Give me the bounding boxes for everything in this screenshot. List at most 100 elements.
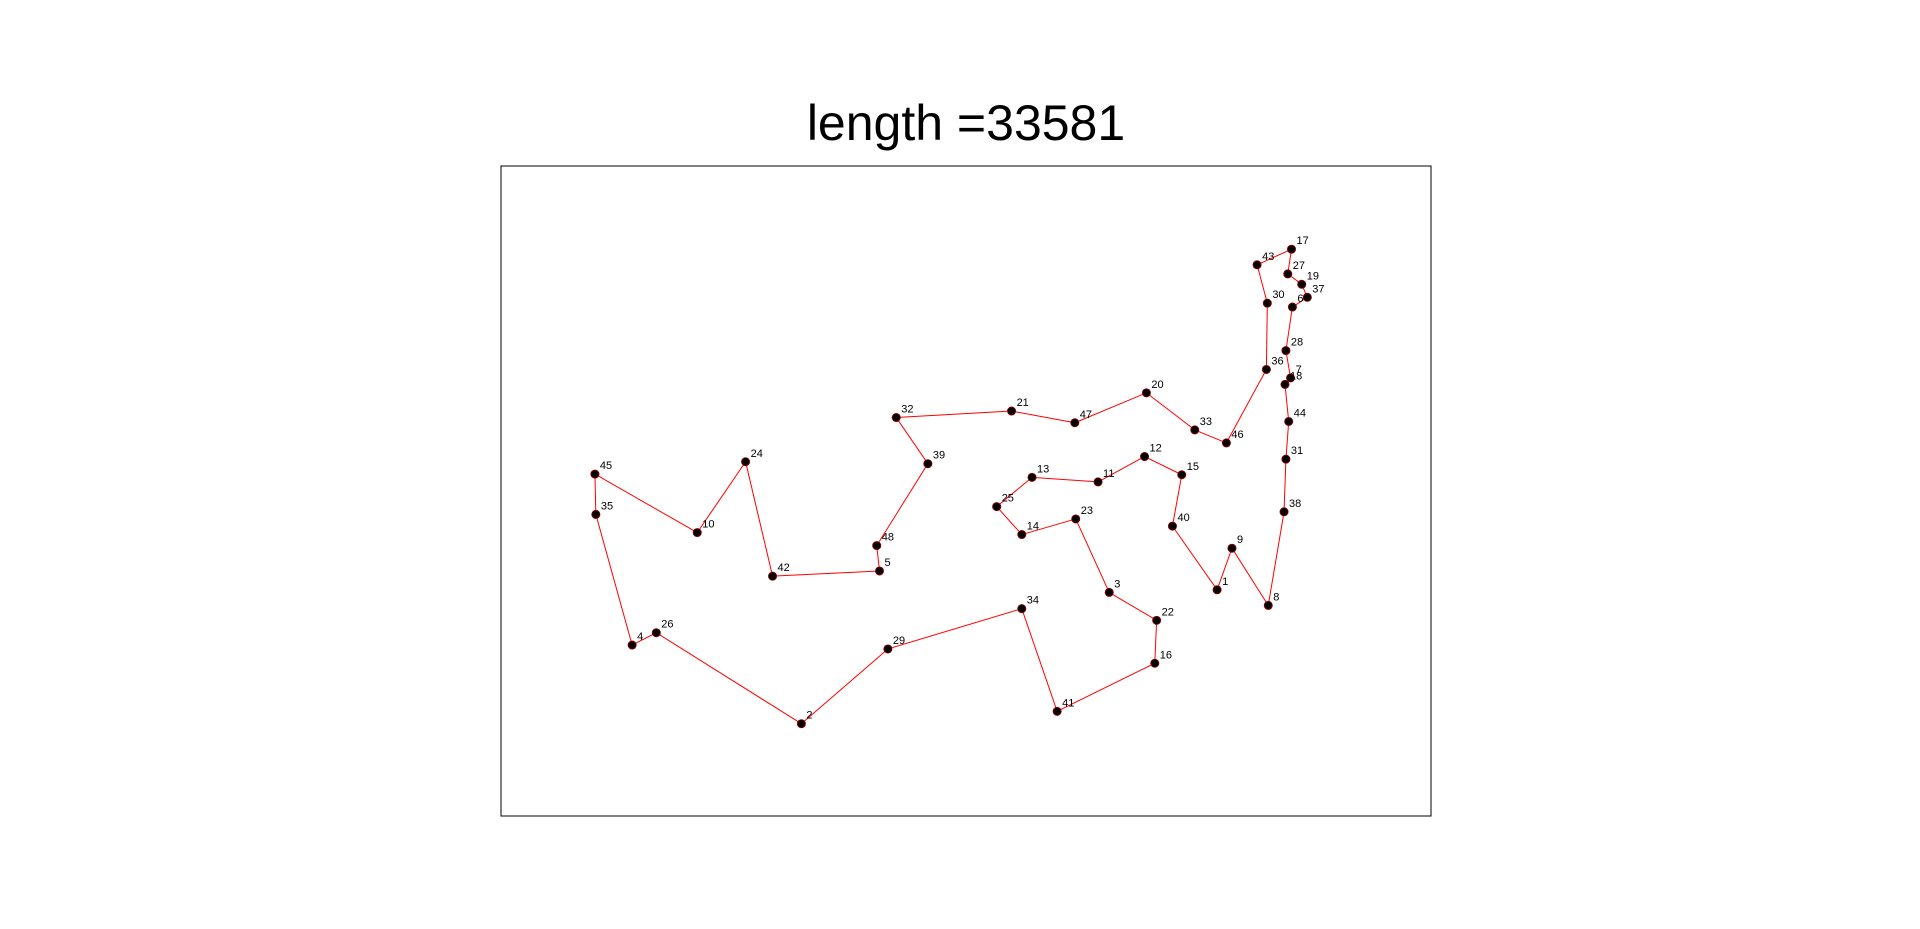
route-segment-35-4: [595, 514, 633, 646]
city-point-44: [1284, 416, 1294, 426]
city-point-28: [1281, 346, 1291, 356]
route-segment-9-8: [1231, 547, 1269, 606]
city-label-1: 1: [1222, 576, 1228, 588]
route-segment-33-20: [1146, 392, 1196, 431]
city-point-11: [1093, 477, 1103, 487]
city-label-23: 23: [1081, 505, 1093, 517]
city-label-20: 20: [1151, 379, 1163, 391]
route-segment-42-24: [745, 461, 774, 577]
city-point-22: [1152, 615, 1162, 625]
city-label-28: 28: [1291, 337, 1303, 349]
city-label-9: 9: [1237, 534, 1243, 546]
city-label-41: 41: [1062, 697, 1074, 709]
city-point-34: [1017, 604, 1027, 614]
city-label-37: 37: [1312, 283, 1324, 295]
city-label-13: 13: [1037, 463, 1049, 475]
city-label-10: 10: [702, 519, 714, 531]
route-segment-15-40: [1171, 474, 1183, 527]
plot-area: [500, 165, 1432, 817]
city-label-16: 16: [1160, 649, 1172, 661]
city-label-17: 17: [1297, 235, 1309, 247]
city-point-32: [891, 413, 901, 423]
city-label-43: 43: [1262, 251, 1274, 263]
city-label-15: 15: [1187, 461, 1199, 473]
route-segment-7-28: [1285, 350, 1292, 378]
city-label-8: 8: [1273, 591, 1279, 603]
city-point-41: [1052, 706, 1062, 716]
route-segment-30-36: [1265, 303, 1268, 370]
route-segment-38-31: [1283, 459, 1287, 512]
city-label-12: 12: [1150, 443, 1162, 455]
city-label-2: 2: [806, 710, 812, 722]
city-label-5: 5: [885, 557, 891, 569]
city-label-30: 30: [1272, 289, 1284, 301]
city-label-47: 47: [1080, 409, 1092, 421]
route-segment-32-39: [895, 417, 929, 464]
city-label-42: 42: [778, 562, 790, 574]
route-segment-44-18: [1284, 384, 1290, 422]
city-point-24: [741, 457, 751, 467]
city-point-16: [1150, 658, 1160, 668]
route-path: [594, 248, 1308, 725]
route-segment-34-41: [1021, 608, 1058, 712]
city-label-4: 4: [637, 631, 643, 643]
city-point-42: [768, 571, 778, 581]
city-point-26: [651, 628, 661, 638]
route-segment-24-10: [696, 461, 747, 533]
route-segment-26-2: [656, 632, 802, 725]
city-label-35: 35: [601, 500, 613, 512]
city-point-43: [1252, 260, 1262, 270]
city-point-27: [1283, 269, 1293, 279]
city-point-17: [1287, 244, 1296, 254]
city-labels: 1234567891011121314151617181920212223242…: [600, 235, 1325, 722]
city-label-40: 40: [1177, 512, 1189, 524]
city-label-36: 36: [1271, 355, 1283, 367]
city-label-6: 6: [1297, 293, 1303, 305]
city-label-3: 3: [1114, 578, 1120, 590]
city-label-32: 32: [901, 404, 913, 416]
city-markers: [590, 244, 1312, 729]
route-segment-43-30: [1256, 264, 1268, 304]
city-point-14: [1017, 530, 1027, 540]
city-label-21: 21: [1017, 397, 1029, 409]
city-point-48: [872, 541, 882, 551]
city-point-36: [1261, 364, 1271, 374]
route-segment-40-1: [1172, 525, 1218, 591]
city-label-26: 26: [661, 619, 673, 631]
city-point-35: [591, 509, 601, 519]
route-segment-46-33: [1194, 429, 1227, 444]
city-point-33: [1190, 425, 1200, 435]
route-segment-13-11: [1031, 476, 1099, 483]
route-segment-12-15: [1144, 456, 1182, 476]
city-label-31: 31: [1291, 445, 1303, 457]
city-point-45: [590, 469, 600, 479]
city-point-25: [992, 502, 1002, 512]
city-point-15: [1177, 470, 1187, 480]
city-point-10: [692, 528, 702, 538]
city-point-4: [627, 640, 637, 650]
city-point-23: [1071, 514, 1081, 524]
city-point-9: [1227, 543, 1237, 553]
city-point-18: [1280, 379, 1290, 389]
city-point-21: [1007, 406, 1017, 416]
route-segment-31-44: [1285, 421, 1290, 460]
route-segment-39-48: [876, 463, 929, 546]
city-label-27: 27: [1293, 260, 1305, 272]
city-label-7: 7: [1296, 364, 1302, 376]
route-segment-8-38: [1267, 511, 1285, 606]
route-segment-21-32: [896, 410, 1012, 419]
city-point-12: [1140, 452, 1150, 462]
route-segment-29-34: [887, 608, 1022, 650]
chart-title: length =33581: [807, 95, 1125, 151]
city-point-8: [1263, 600, 1273, 610]
city-label-48: 48: [882, 532, 894, 544]
route-segment-2-29: [801, 648, 889, 725]
route-segment-1-9: [1216, 548, 1233, 590]
city-point-5: [875, 566, 885, 576]
city-label-14: 14: [1027, 521, 1039, 533]
city-point-38: [1279, 507, 1289, 517]
city-point-39: [923, 459, 933, 469]
route-segment-36-46: [1225, 369, 1267, 444]
city-label-44: 44: [1294, 407, 1306, 419]
